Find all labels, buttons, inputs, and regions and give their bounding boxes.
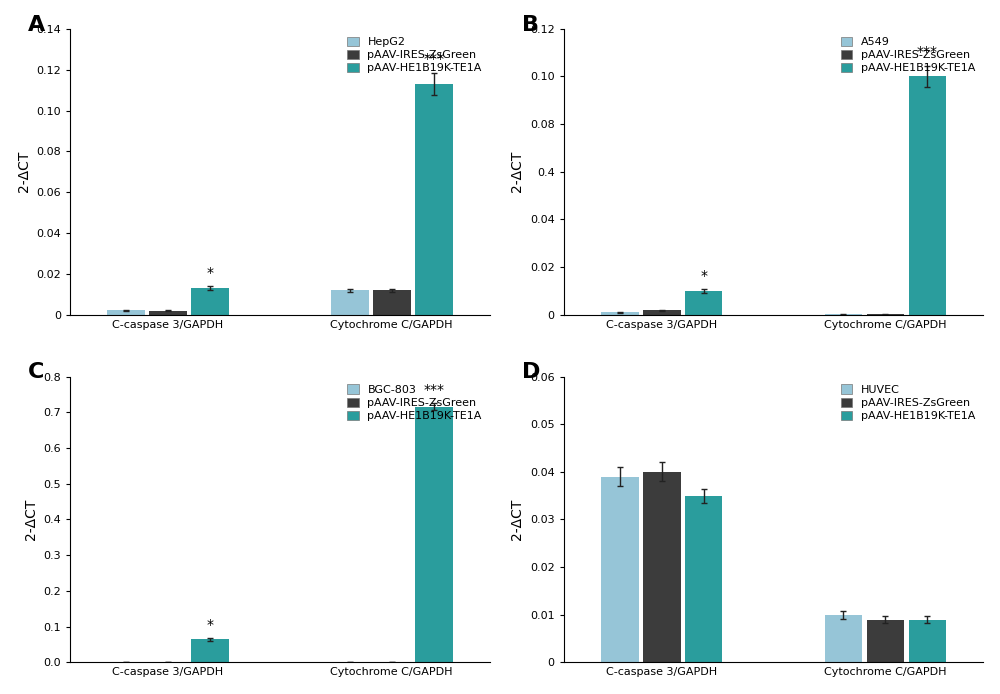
Bar xyxy=(415,407,453,663)
Bar xyxy=(685,496,722,663)
Bar xyxy=(909,620,946,663)
Bar xyxy=(107,310,145,315)
Text: *: * xyxy=(206,266,213,280)
Bar xyxy=(149,311,187,315)
Bar xyxy=(191,639,229,663)
Text: B: B xyxy=(522,15,539,35)
Bar xyxy=(643,310,681,315)
Bar xyxy=(643,472,681,663)
Bar xyxy=(601,312,639,315)
Y-axis label: 2-ΔCT: 2-ΔCT xyxy=(510,499,524,540)
Legend: BGC-803, pAAV-IRES-ZsGreen, pAAV-HE1B19K-TE1A: BGC-803, pAAV-IRES-ZsGreen, pAAV-HE1B19K… xyxy=(345,382,484,423)
Legend: HepG2, pAAV-IRES-ZsGreen, pAAV-HE1B19K-TE1A: HepG2, pAAV-IRES-ZsGreen, pAAV-HE1B19K-T… xyxy=(345,35,484,76)
Text: D: D xyxy=(522,362,540,382)
Text: ***: *** xyxy=(917,46,938,60)
Bar xyxy=(331,290,369,315)
Text: ***: *** xyxy=(423,53,444,67)
Y-axis label: 2-ΔCT: 2-ΔCT xyxy=(510,151,524,192)
Y-axis label: 2-ΔCT: 2-ΔCT xyxy=(17,151,31,192)
Bar xyxy=(825,615,862,663)
Text: *: * xyxy=(700,269,707,282)
Bar xyxy=(685,291,722,315)
Legend: HUVEC, pAAV-IRES-ZsGreen, pAAV-HE1B19K-TE1A: HUVEC, pAAV-IRES-ZsGreen, pAAV-HE1B19K-T… xyxy=(839,382,978,423)
Bar xyxy=(191,288,229,315)
Bar xyxy=(867,620,904,663)
Y-axis label: 2-ΔCT: 2-ΔCT xyxy=(24,499,38,540)
Text: ***: *** xyxy=(423,383,444,397)
Text: *: * xyxy=(206,618,213,632)
Bar xyxy=(909,76,946,315)
Legend: A549, pAAV-IRES-ZsGreen, pAAV-HE1B19K-TE1A: A549, pAAV-IRES-ZsGreen, pAAV-HE1B19K-TE… xyxy=(839,35,978,76)
Bar xyxy=(601,477,639,663)
Bar xyxy=(373,290,411,315)
Text: A: A xyxy=(28,15,45,35)
Text: C: C xyxy=(28,362,44,382)
Bar xyxy=(415,84,453,315)
